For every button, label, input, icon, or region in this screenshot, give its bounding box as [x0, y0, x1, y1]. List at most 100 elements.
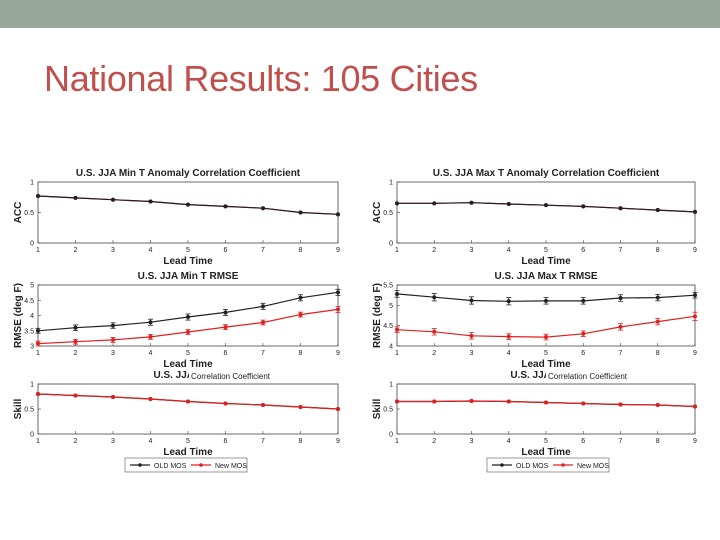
data-point	[36, 392, 40, 396]
chart-title: U.S. JJA Min T Anomaly Correlation Coeff…	[76, 168, 301, 179]
x-tick-label: 9	[336, 247, 340, 254]
x-tick-label: 4	[149, 438, 153, 445]
x-tick-label: 6	[224, 247, 228, 254]
data-point	[36, 341, 40, 346]
data-point	[544, 400, 548, 405]
x-tick-label: 5	[186, 350, 190, 357]
data-point	[148, 397, 153, 401]
y-axis-label: ACC	[13, 202, 24, 224]
y-tick-label: 4.5	[383, 323, 393, 330]
y-tick-label: 0	[389, 432, 393, 439]
y-axis-label: RMSE (deg F)	[372, 283, 383, 348]
data-point	[298, 210, 303, 215]
x-tick-label: 2	[74, 247, 78, 254]
data-point	[261, 403, 265, 407]
x-axis-label: Lead Time	[163, 359, 213, 370]
top-accent-bar	[0, 0, 720, 28]
x-axis-label: Lead Time	[163, 256, 213, 267]
data-point	[186, 202, 190, 207]
chart-2: U.S. JJA Max T Anomaly Correlation Coeff…	[372, 168, 697, 267]
series-old-mos	[36, 194, 340, 217]
x-tick-label: 7	[261, 350, 265, 357]
data-point	[693, 404, 697, 409]
x-tick-label: 2	[74, 438, 78, 445]
y-tick-label: 5.5	[383, 283, 393, 290]
y-tick-label: 0.5	[383, 407, 393, 414]
data-point	[432, 201, 437, 206]
legend-box	[124, 457, 248, 473]
chart-title: U.S. JJA Max T Anomaly Correlation Coeff…	[433, 168, 660, 179]
x-tick-label: 7	[261, 247, 265, 254]
x-axis-label: Lead Time	[521, 359, 571, 370]
y-tick-label: 0	[30, 241, 34, 248]
data-point	[73, 339, 78, 344]
y-tick-label: 3	[30, 344, 34, 351]
data-point	[111, 395, 115, 399]
data-point	[73, 393, 78, 398]
x-axis-label: Lead Time	[521, 256, 571, 267]
x-tick-label: 8	[299, 247, 303, 254]
plot-frame	[396, 383, 696, 435]
legend: OLD MOS New MOS	[124, 457, 248, 473]
data-point	[36, 328, 40, 333]
x-tick-label: 9	[693, 247, 697, 254]
overlay-box	[189, 369, 287, 381]
data-point	[186, 329, 190, 334]
y-tick-label: 0	[30, 432, 34, 439]
data-point	[111, 337, 115, 342]
legend-box	[486, 457, 610, 473]
x-tick-label: 5	[186, 438, 190, 445]
x-tick-label: 3	[470, 350, 474, 357]
x-tick-label: 5	[544, 247, 548, 254]
chart-title: U.S. JJA Max T RMSE	[495, 271, 598, 282]
data-point	[655, 295, 660, 300]
x-tick-label: 8	[656, 438, 660, 445]
data-point	[111, 323, 115, 328]
data-point	[655, 208, 660, 213]
data-point	[693, 314, 697, 319]
data-point	[469, 200, 474, 205]
overlay-text: Correlation Coefficient	[548, 372, 628, 381]
legend-old-marker	[138, 463, 142, 467]
x-tick-label: 3	[470, 247, 474, 254]
data-point	[298, 405, 303, 409]
y-tick-label: 5	[389, 303, 393, 310]
data-point	[544, 298, 548, 303]
x-tick-label: 3	[111, 247, 115, 254]
data-point	[336, 407, 340, 411]
x-tick-label: 1	[395, 350, 399, 357]
data-point	[581, 298, 586, 303]
plot-frame	[396, 181, 696, 244]
data-point	[469, 333, 474, 338]
x-tick-label: 2	[432, 247, 436, 254]
data-point	[544, 203, 548, 208]
data-point	[432, 399, 437, 404]
data-point	[186, 399, 190, 404]
data-point	[432, 295, 437, 300]
series-old-mos	[35, 288, 341, 334]
data-point	[223, 401, 228, 406]
legend: OLD MOS New MOS	[486, 457, 610, 473]
data-point	[148, 320, 153, 325]
data-point	[73, 325, 78, 330]
x-tick-label: 1	[395, 438, 399, 445]
data-point	[655, 319, 660, 324]
x-tick-label: 6	[581, 247, 585, 254]
data-point	[298, 295, 303, 300]
data-point	[223, 204, 228, 209]
legend-new-marker	[199, 463, 203, 467]
data-point	[506, 334, 511, 339]
data-point	[693, 293, 697, 298]
x-tick-label: 2	[432, 438, 436, 445]
x-tick-label: 8	[656, 247, 660, 254]
data-point	[618, 296, 623, 301]
data-point	[581, 204, 586, 209]
data-point	[111, 197, 115, 202]
data-point	[618, 324, 623, 329]
x-tick-label: 8	[299, 438, 303, 445]
data-point	[469, 399, 474, 403]
series-new-mos	[35, 305, 341, 347]
x-tick-label: 9	[693, 438, 697, 445]
x-tick-label: 6	[581, 350, 585, 357]
data-point	[432, 329, 437, 334]
